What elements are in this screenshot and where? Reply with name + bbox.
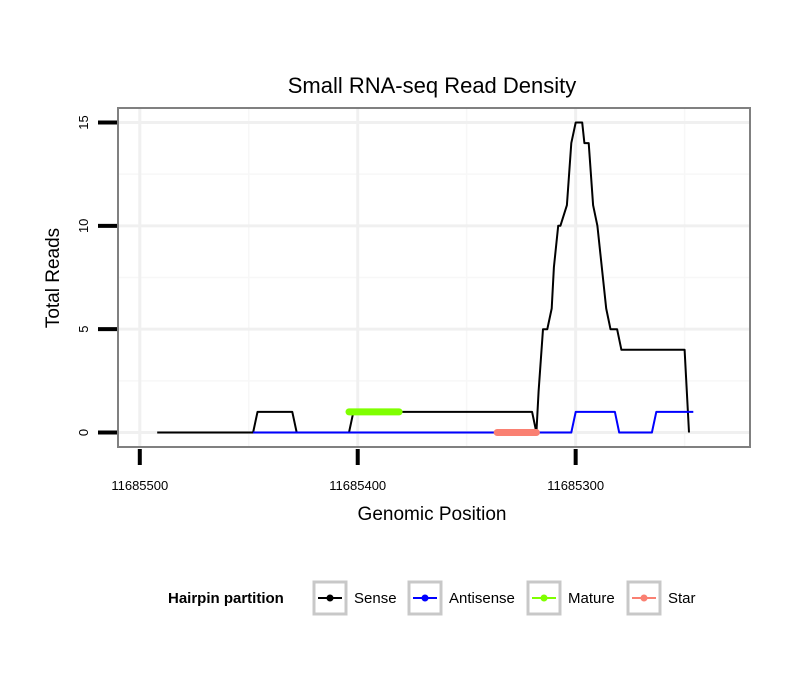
series-line-antisense <box>253 410 694 434</box>
x-tick-label: 11685300 <box>547 478 604 493</box>
legend-label-mature: Mature <box>568 590 615 607</box>
x-axis-title: Genomic Position <box>358 504 507 525</box>
legend-key-dot-mature <box>540 594 548 602</box>
y-tick-label: 5 <box>76 326 91 333</box>
x-tick-label: 11685500 <box>111 478 168 493</box>
y-axis: 0 5 10 15 <box>76 115 117 436</box>
legend: Hairpin partition Sense Antisense Mature St… <box>168 580 696 616</box>
legend-key-dot-antisense <box>421 594 429 602</box>
y-tick-label: 0 <box>76 429 91 436</box>
series-layer <box>157 121 694 436</box>
legend-title: Hairpin partition <box>168 590 284 607</box>
x-axis: 11685500 11685400 11685300 <box>111 449 604 493</box>
y-axis-title: Total Reads <box>43 228 64 328</box>
series-line-sense <box>157 121 690 434</box>
y-tick-label: 10 <box>76 219 91 233</box>
legend-key-dot-sense <box>326 594 334 602</box>
legend-label-antisense: Antisense <box>449 590 515 607</box>
y-tick-label: 15 <box>76 115 91 129</box>
chart-title: Small RNA-seq Read Density <box>288 73 577 98</box>
legend-label-star: Star <box>668 590 696 607</box>
legend-key-dot-star <box>640 594 648 602</box>
x-tick-label: 11685400 <box>329 478 386 493</box>
legend-label-sense: Sense <box>354 590 397 607</box>
plot-border <box>117 107 751 448</box>
